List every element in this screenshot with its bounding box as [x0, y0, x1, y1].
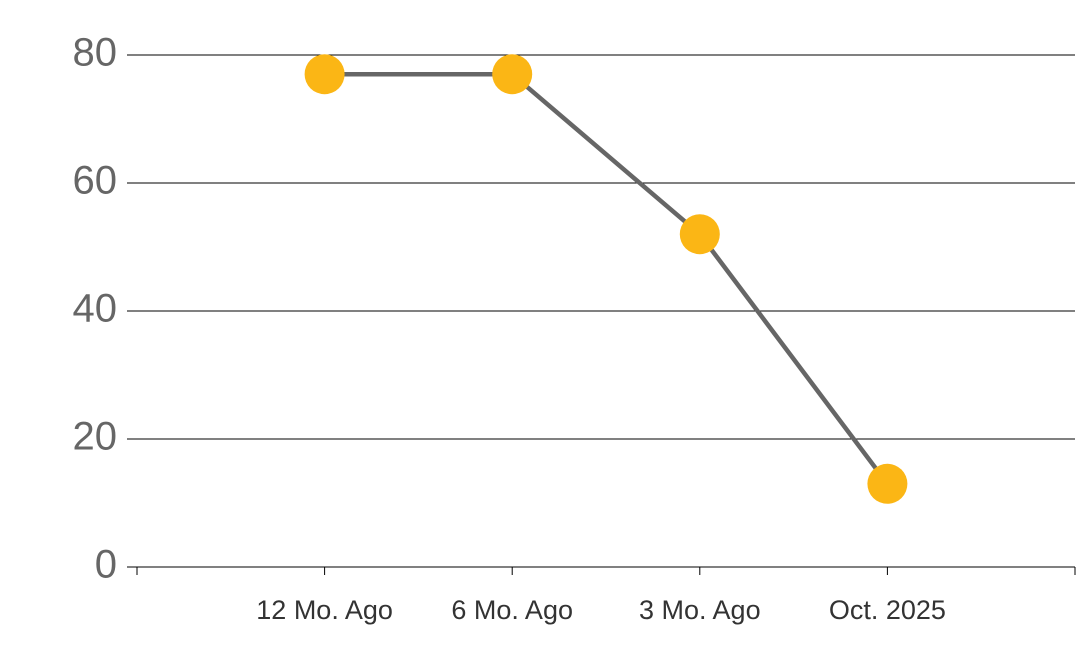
grid [127, 54, 1076, 575]
plot [304, 54, 908, 504]
marker [867, 463, 908, 504]
line [324, 71, 890, 486]
x-tick-label: Oct. 2025 [829, 595, 946, 625]
x-tick-label: 12 Mo. Ago [256, 595, 393, 625]
y-tick-label: 20 [73, 415, 118, 459]
y-tick-label: 60 [73, 159, 118, 203]
y-tick-label: 0 [95, 543, 117, 587]
y-tick-label: 40 [73, 287, 118, 331]
marker [304, 54, 345, 95]
x-tick-label: 6 Mo. Ago [451, 595, 573, 625]
x-tick-label: 3 Mo. Ago [639, 595, 761, 625]
y-tick-label: 80 [73, 31, 118, 75]
marker [492, 54, 533, 95]
marker [679, 214, 720, 255]
